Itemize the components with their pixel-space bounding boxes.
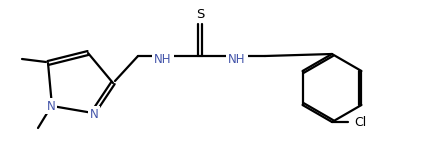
Text: Cl: Cl: [353, 115, 365, 129]
Text: S: S: [196, 7, 204, 20]
Text: N: N: [46, 100, 55, 112]
Text: N: N: [89, 107, 98, 120]
Text: NH: NH: [228, 54, 245, 66]
Text: NH: NH: [154, 54, 171, 66]
